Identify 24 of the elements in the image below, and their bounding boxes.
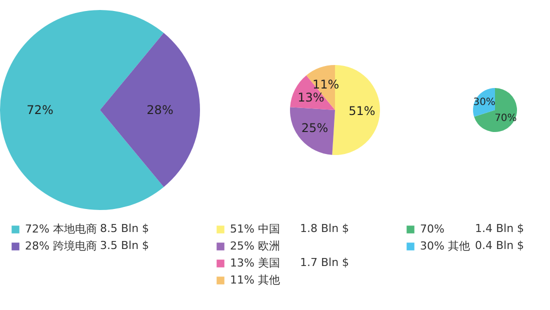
text: 70% xyxy=(420,222,444,236)
pie-slice xyxy=(100,32,200,188)
data-label: 25% xyxy=(301,120,328,135)
data-label: 72% xyxy=(26,103,54,118)
pie-slice xyxy=(290,107,335,155)
legend-label: 25% 欧洲 xyxy=(230,240,280,252)
data-label: 51% xyxy=(348,104,376,118)
text: 8.5 Bln $ xyxy=(100,222,150,235)
text: 3.5 Bln $ xyxy=(100,239,150,252)
legend-label: 13% 美国 xyxy=(230,256,280,270)
text: 1.8 Bln $ xyxy=(300,222,350,235)
legend-label: 28% 跨境电商 xyxy=(25,240,97,252)
data-label: 28% xyxy=(146,102,174,117)
text: 1.7 Bln $ xyxy=(300,256,350,269)
legend-label: 72% 本地电商 xyxy=(25,222,97,236)
data-label: 11% xyxy=(312,78,340,92)
legend-label: 11% 其他 xyxy=(230,274,280,286)
data-label: 13% xyxy=(298,90,324,105)
text: 0.4 Bln $ xyxy=(475,239,524,252)
legend-label: 51% 中国 xyxy=(230,222,280,236)
data-label: 30% xyxy=(473,97,496,108)
pie-slice xyxy=(474,88,517,132)
text: 1.4 Bln $ xyxy=(475,222,524,235)
legend-label: 30% 其他 xyxy=(420,240,470,252)
